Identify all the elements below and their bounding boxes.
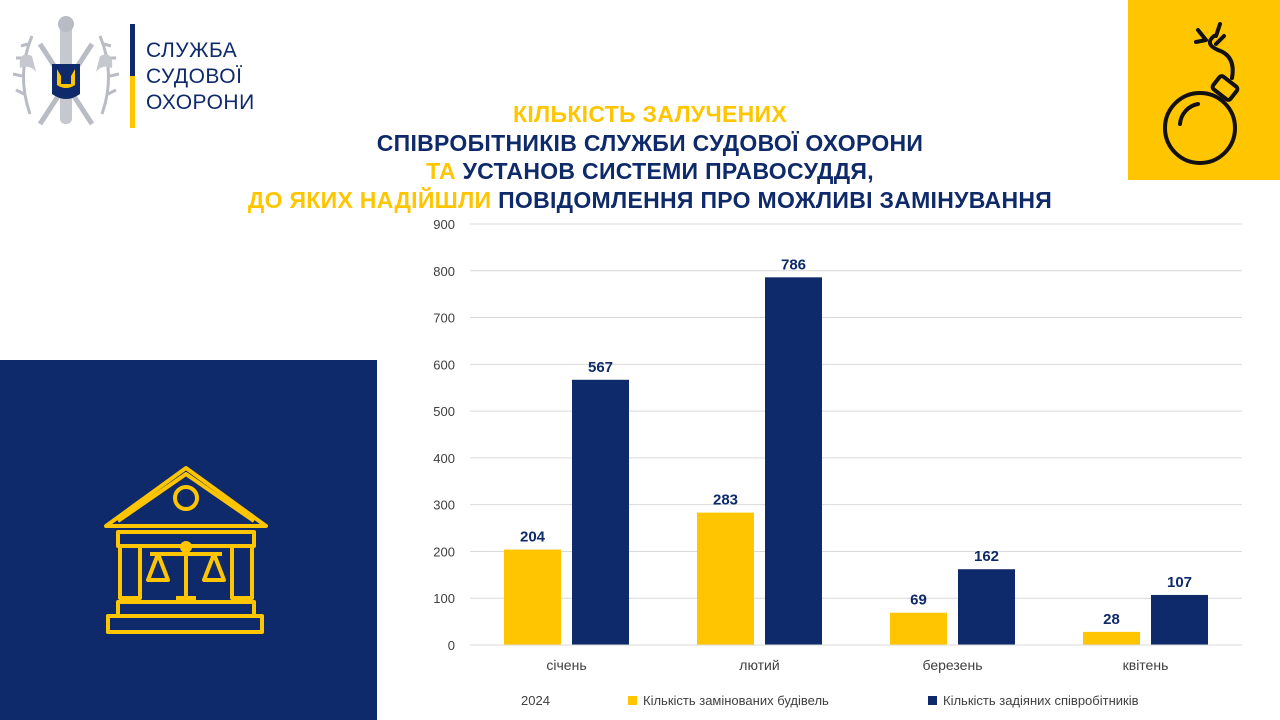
organization-name: СЛУЖБА СУДОВОЇ ОХОРОНИ: [146, 38, 255, 116]
bar: [890, 612, 947, 645]
bar: [572, 379, 629, 645]
data-label: 28: [1103, 611, 1120, 628]
legend-label: Кількість замінованих будівель: [643, 693, 829, 708]
data-label: 283: [713, 492, 738, 509]
y-tick-label: 200: [433, 544, 455, 559]
title-segment: ДО ЯКИХ НАДІЙШЛИ: [247, 186, 499, 213]
legend-item-buildings: Кількість замінованих будівель: [628, 693, 829, 708]
data-label: 204: [520, 529, 546, 546]
legend-year: 2024: [521, 693, 550, 708]
court-security-emblem-icon: [10, 14, 122, 130]
data-label: 69: [910, 592, 927, 609]
bar: [504, 549, 561, 645]
x-tick-label: лютий: [739, 657, 779, 673]
title-segment: ПОВІДОМЛЕННЯ ПРО МОЖЛИВІ ЗАМІНУВАННЯ: [498, 186, 1053, 213]
title-line: КІЛЬКІСТЬ ЗАЛУЧЕНИХ: [150, 100, 1150, 129]
bar: [765, 277, 822, 645]
data-label: 162: [974, 548, 999, 565]
y-tick-label: 400: [433, 451, 455, 466]
y-tick-label: 900: [433, 217, 455, 232]
title-segment: СПІВРОБІТНИКІВ СЛУЖБИ СУДОВОЇ ОХОРОНИ: [376, 129, 924, 156]
bar: [697, 512, 754, 645]
legend-swatch: [928, 696, 937, 705]
legend-label: Кількість задіяних співробітників: [943, 693, 1139, 708]
y-tick-label: 300: [433, 498, 455, 513]
y-tick-label: 700: [433, 311, 455, 326]
chart-legend: 2024 Кількість замінованих будівель Кіль…: [0, 693, 1280, 713]
courthouse-scales-icon: [104, 466, 268, 634]
y-tick-label: 800: [433, 264, 455, 279]
y-tick-label: 600: [433, 357, 455, 372]
x-tick-label: січень: [546, 657, 586, 673]
title-segment: ТА: [426, 158, 463, 184]
y-tick-label: 0: [448, 638, 455, 653]
bar: [1151, 594, 1208, 645]
title-segment: УСТАНОВ СИСТЕМИ ПРАВОСУДДЯ,: [462, 158, 874, 184]
legend-item-employees: Кількість задіяних співробітників: [928, 693, 1139, 708]
courthouse-panel: [0, 360, 377, 720]
title-line: ТА УСТАНОВ СИСТЕМИ ПРАВОСУДДЯ,: [150, 157, 1150, 186]
y-tick-label: 500: [433, 404, 455, 419]
bomb-icon: [1163, 22, 1240, 165]
data-label: 786: [781, 256, 806, 273]
bomb-panel: [1128, 0, 1280, 180]
bar-chart: 0 100 200 300 400 500 600 700 800 900 204 567 січень…: [433, 217, 1242, 673]
org-name-line: СУДОВОЇ: [146, 65, 243, 88]
org-name-line: ОХОРОНИ: [146, 91, 255, 114]
title-segment: КІЛЬКІСТЬ ЗАЛУЧЕНИХ: [513, 101, 787, 127]
legend-swatch: [628, 696, 637, 705]
chart-title: КІЛЬКІСТЬ ЗАЛУЧЕНИХ СПІВРОБІТНИКІВ СЛУЖБ…: [150, 100, 1150, 214]
title-line: СПІВРОБІТНИКІВ СЛУЖБИ СУДОВОЇ ОХОРОНИ: [150, 129, 1150, 158]
x-tick-label: квітень: [1123, 657, 1169, 673]
logo-divider: [130, 24, 135, 128]
bar: [1083, 631, 1140, 645]
x-tick-label: березень: [923, 657, 983, 673]
title-line: ДО ЯКИХ НАДІЙШЛИ ПОВІДОМЛЕННЯ ПРО МОЖЛИВ…: [150, 186, 1150, 215]
org-name-line: СЛУЖБА: [146, 39, 238, 62]
data-label: 567: [588, 359, 613, 376]
data-label: 107: [1167, 574, 1192, 591]
bar: [958, 569, 1015, 645]
y-tick-label: 100: [433, 591, 455, 606]
